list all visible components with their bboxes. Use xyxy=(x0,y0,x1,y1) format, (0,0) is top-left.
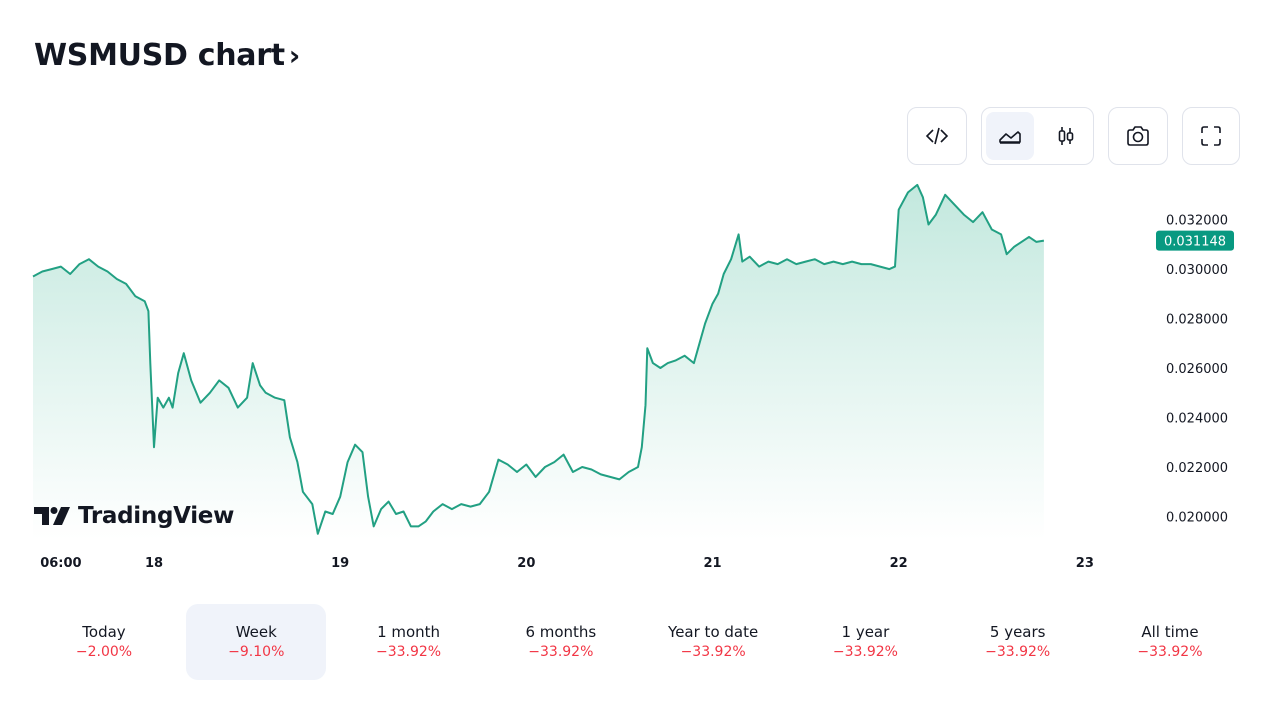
period-change: −33.92% xyxy=(832,644,898,660)
period-change: −33.92% xyxy=(985,644,1051,660)
period-change: −33.92% xyxy=(528,644,594,660)
x-axis-tick-label: 23 xyxy=(1076,556,1094,571)
y-axis-tick-label: 0.022000 xyxy=(1166,461,1228,476)
candlestick-chart-button[interactable] xyxy=(1038,108,1094,164)
chart-style-group xyxy=(981,107,1094,165)
last-price-tag xyxy=(1156,230,1234,251)
period-5-years[interactable]: 5 years −33.92% xyxy=(948,604,1088,680)
area-chart-button[interactable] xyxy=(985,112,1034,160)
y-axis-tick-label: 0.032000 xyxy=(1166,214,1228,229)
period-1-month[interactable]: 1 month −33.92% xyxy=(339,604,479,680)
x-axis-tick-label: 21 xyxy=(703,556,721,571)
tradingview-logo-text: TradingView xyxy=(78,503,235,529)
price-series-line xyxy=(32,183,1045,535)
embed-button[interactable] xyxy=(907,107,967,165)
period-label: 6 months xyxy=(525,623,597,641)
period-change: −9.10% xyxy=(228,644,285,660)
period-all-time[interactable]: All time −33.92% xyxy=(1100,604,1240,680)
y-axis-tick-label: 0.030000 xyxy=(1166,263,1228,278)
x-axis-tick-label: 22 xyxy=(890,556,908,571)
period-label: 1 month xyxy=(377,623,441,641)
code-icon xyxy=(925,127,949,145)
period-change: −2.00% xyxy=(75,644,133,660)
page-title[interactable]: WSMUSD chart › xyxy=(34,34,300,78)
last-price-label: 0.031148 xyxy=(1164,235,1226,250)
tradingview-logo-icon xyxy=(34,507,70,525)
y-axis-tick-label: 0.028000 xyxy=(1166,313,1228,328)
fullscreen-icon xyxy=(1201,126,1221,146)
y-axis-tick-label: 0.020000 xyxy=(1166,510,1228,525)
price-chart[interactable]: 0.032000 0.030000 0.028000 0.026000 0.024000… xyxy=(0,0,1280,600)
period-year-to-date[interactable]: Year to date −33.92% xyxy=(643,604,783,680)
period-6-months[interactable]: 6 months −33.92% xyxy=(491,604,631,680)
y-axis-tick-label: 0.024000 xyxy=(1166,412,1228,427)
period-label: Today xyxy=(82,623,126,641)
y-axis-tick-label: 0.026000 xyxy=(1166,362,1228,377)
price-area-fill xyxy=(33,184,1044,540)
period-1-year[interactable]: 1 year −33.92% xyxy=(795,604,935,680)
period-label: Week xyxy=(235,623,277,641)
camera-icon xyxy=(1127,126,1149,146)
period-change: −33.92% xyxy=(1137,644,1203,660)
snapshot-button[interactable] xyxy=(1108,107,1168,165)
x-axis-tick-label: 18 xyxy=(145,556,163,571)
x-axis-tick-label: 19 xyxy=(331,556,349,571)
period-week[interactable]: Week −9.10% xyxy=(186,604,327,680)
x-axis-tick-label: 20 xyxy=(517,556,535,571)
x-axis-tick-label: 06:00 xyxy=(40,556,81,571)
period-label: 1 year xyxy=(841,623,890,641)
chevron-right-icon: › xyxy=(288,39,301,72)
fullscreen-button[interactable] xyxy=(1182,107,1240,165)
period-change: −33.92% xyxy=(680,644,746,660)
area-chart-icon xyxy=(998,131,1021,144)
period-label: Year to date xyxy=(668,623,759,641)
period-label: All time xyxy=(1141,623,1199,641)
period-today[interactable]: Today −2.00% xyxy=(34,604,174,680)
tradingview-logo[interactable]: TradingView xyxy=(34,503,234,529)
period-label: 5 years xyxy=(989,623,1046,641)
period-selector: Today −2.00% Week −9.10% 1 month −33.92%… xyxy=(34,604,1240,680)
period-change: −33.92% xyxy=(376,644,442,660)
candles-icon xyxy=(1058,127,1073,145)
page-title-text: WSMUSD chart xyxy=(34,38,285,73)
